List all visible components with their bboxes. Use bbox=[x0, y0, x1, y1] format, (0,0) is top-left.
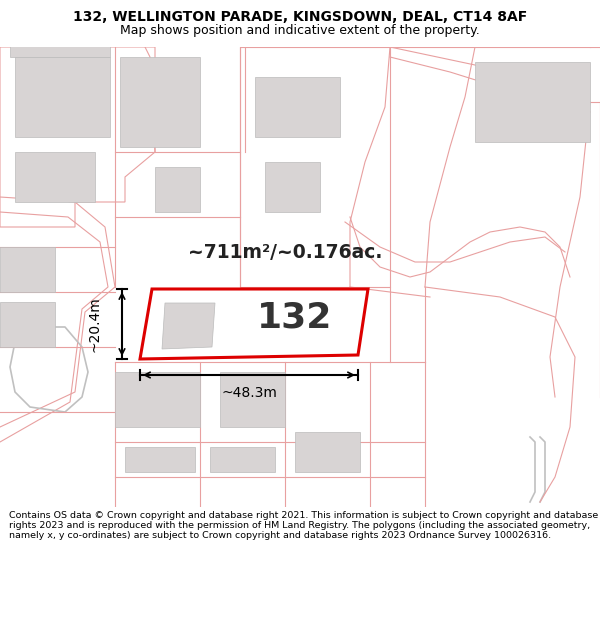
Polygon shape bbox=[125, 447, 195, 472]
Polygon shape bbox=[475, 62, 590, 142]
Polygon shape bbox=[120, 57, 200, 147]
Polygon shape bbox=[162, 303, 215, 349]
Polygon shape bbox=[295, 432, 360, 472]
Text: ~20.4m: ~20.4m bbox=[88, 296, 102, 352]
Bar bbox=[10, 0, 110, 57]
Text: ~48.3m: ~48.3m bbox=[221, 386, 277, 400]
Polygon shape bbox=[220, 372, 285, 427]
Polygon shape bbox=[115, 372, 200, 427]
Polygon shape bbox=[0, 247, 55, 292]
Polygon shape bbox=[140, 289, 368, 359]
Polygon shape bbox=[15, 152, 95, 202]
Text: Map shows position and indicative extent of the property.: Map shows position and indicative extent… bbox=[120, 24, 480, 37]
Polygon shape bbox=[155, 167, 200, 212]
Text: 132, WELLINGTON PARADE, KINGSDOWN, DEAL, CT14 8AF: 132, WELLINGTON PARADE, KINGSDOWN, DEAL,… bbox=[73, 11, 527, 24]
Polygon shape bbox=[265, 162, 320, 212]
Polygon shape bbox=[255, 77, 340, 137]
Text: Contains OS data © Crown copyright and database right 2021. This information is : Contains OS data © Crown copyright and d… bbox=[9, 511, 598, 541]
Polygon shape bbox=[15, 57, 110, 137]
Text: ~711m²/~0.176ac.: ~711m²/~0.176ac. bbox=[188, 242, 382, 261]
Polygon shape bbox=[210, 447, 275, 472]
Polygon shape bbox=[0, 302, 55, 347]
Text: 132: 132 bbox=[257, 300, 332, 334]
